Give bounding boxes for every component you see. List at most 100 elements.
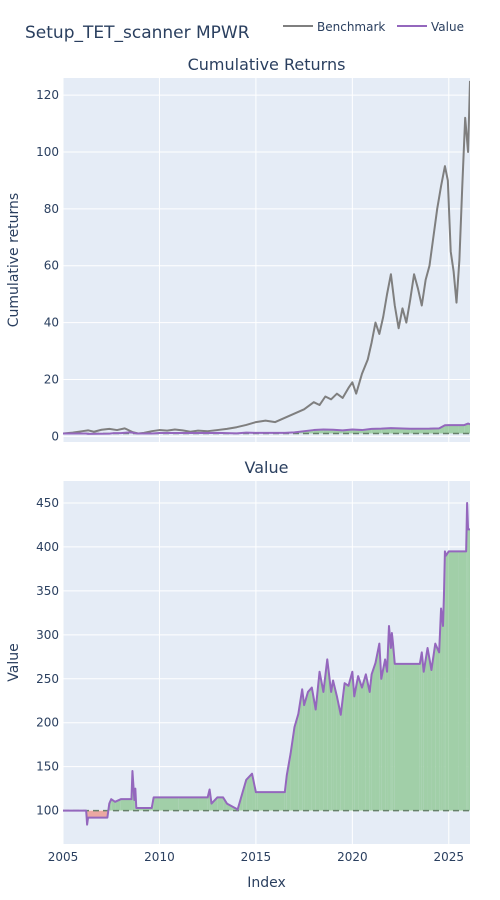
gain-fill — [468, 529, 470, 811]
y-tick-label: 80 — [44, 202, 59, 216]
y-tick-label: 100 — [36, 145, 59, 159]
y-tick-label: 200 — [36, 716, 59, 730]
gain-fill — [444, 425, 449, 434]
y-axis-label: Cumulative returns — [6, 193, 22, 327]
gain-fill — [448, 425, 459, 434]
loss-fill — [88, 810, 108, 818]
x-tick-label: 2020 — [337, 850, 368, 864]
gain-fill — [390, 633, 392, 811]
gain-fill — [120, 799, 132, 811]
y-tick-label: 450 — [36, 496, 59, 510]
gain-fill — [466, 502, 468, 811]
gain-fill — [379, 643, 382, 811]
gain-fill — [211, 797, 218, 811]
gain-fill — [352, 671, 355, 811]
gain-fill — [365, 674, 370, 811]
gain-fill — [327, 659, 332, 811]
gain-fill — [435, 643, 440, 811]
gain-fill — [448, 551, 459, 811]
subplot-title: Value — [245, 458, 289, 477]
gain-fill — [375, 643, 380, 811]
chart-title: Setup_TET_scanner MPWR — [25, 23, 250, 43]
value-line — [63, 501, 470, 826]
y-tick-label: 120 — [36, 88, 59, 102]
gain-fill — [348, 671, 353, 811]
legend-benchmark-label: Benchmark — [317, 20, 385, 34]
y-tick-label: 300 — [36, 628, 59, 642]
value-line — [63, 422, 470, 435]
plot-marks — [63, 501, 470, 826]
gain-fill — [441, 608, 443, 811]
gain-fill — [153, 797, 160, 811]
plot-marks — [63, 80, 470, 435]
y-tick-label: 150 — [36, 760, 59, 774]
gain-fill — [311, 687, 316, 811]
cumulative-returns-panel: 0 20 40 60 80 100 120 Cumulative Returns Cumulat… — [6, 55, 470, 443]
gain-fill — [333, 680, 337, 811]
gain-fill — [257, 792, 285, 811]
y-axis-label: Value — [6, 643, 22, 681]
gain-fill — [361, 674, 366, 811]
y-tick-label: 400 — [36, 540, 59, 554]
gain-fill — [394, 663, 420, 811]
gain-fill — [354, 676, 359, 811]
legend[interactable]: Benchmark Value — [283, 20, 464, 34]
legend-value-label: Value — [431, 20, 464, 34]
gain-fill — [458, 425, 465, 434]
gain-fill — [217, 797, 224, 811]
x-tick-label: 2025 — [434, 850, 465, 864]
gain-fill — [298, 689, 303, 811]
gain-fill — [294, 713, 299, 811]
plot-area — [63, 78, 470, 442]
gain-fill — [431, 643, 436, 811]
gain-fill — [468, 423, 470, 434]
gain-fill — [442, 595, 444, 811]
y-tick-label: 250 — [36, 672, 59, 686]
gain-fill — [198, 797, 208, 811]
gain-fill — [439, 608, 442, 811]
gain-fill — [255, 792, 258, 811]
benchmark-line — [63, 80, 470, 435]
y-tick-label: 100 — [36, 804, 59, 818]
gain-fill — [159, 797, 179, 811]
gain-fill — [358, 676, 362, 811]
x-axis-label: Index — [247, 875, 286, 891]
gain-fill — [246, 773, 253, 811]
gain-fill — [304, 691, 308, 811]
gain-fill — [286, 753, 291, 811]
gain-fill — [371, 662, 376, 811]
gain-fill — [467, 502, 469, 811]
gain-fill — [391, 633, 393, 811]
gain-fill — [369, 674, 372, 811]
y-tick-label: 20 — [44, 372, 59, 386]
gain-fill — [344, 683, 349, 811]
gain-fill — [427, 647, 432, 811]
gain-fill — [302, 689, 305, 811]
y-tick-label: 60 — [44, 259, 59, 273]
gain-fill — [178, 797, 199, 811]
gain-fill — [388, 626, 391, 811]
gain-fill — [439, 425, 445, 434]
gain-fill — [336, 696, 341, 811]
gain-fill — [242, 779, 247, 811]
gain-fill — [319, 671, 324, 811]
x-tick-label: 2010 — [144, 850, 175, 864]
y-tick-label: 350 — [36, 584, 59, 598]
y-tick-label: 0 — [51, 429, 59, 443]
x-tick-label: 2005 — [48, 850, 79, 864]
gain-fill — [423, 647, 428, 811]
gain-fill — [331, 680, 334, 811]
gain-fill — [323, 659, 328, 811]
x-tick-label: 2015 — [241, 850, 272, 864]
gain-fill — [410, 428, 430, 434]
gain-fill — [421, 652, 424, 811]
gain-fill — [429, 428, 440, 434]
gain-fill — [385, 659, 388, 811]
gain-fill — [307, 687, 312, 811]
subplot-title: Cumulative Returns — [188, 55, 346, 74]
gain-fill — [419, 652, 422, 811]
y-tick-label: 40 — [44, 316, 59, 330]
value-panel: 2005 2010 2015 2020 2025 100 150 200 250 300 350 40… — [6, 458, 470, 891]
gain-fill — [444, 551, 446, 811]
gain-fill — [445, 551, 449, 811]
